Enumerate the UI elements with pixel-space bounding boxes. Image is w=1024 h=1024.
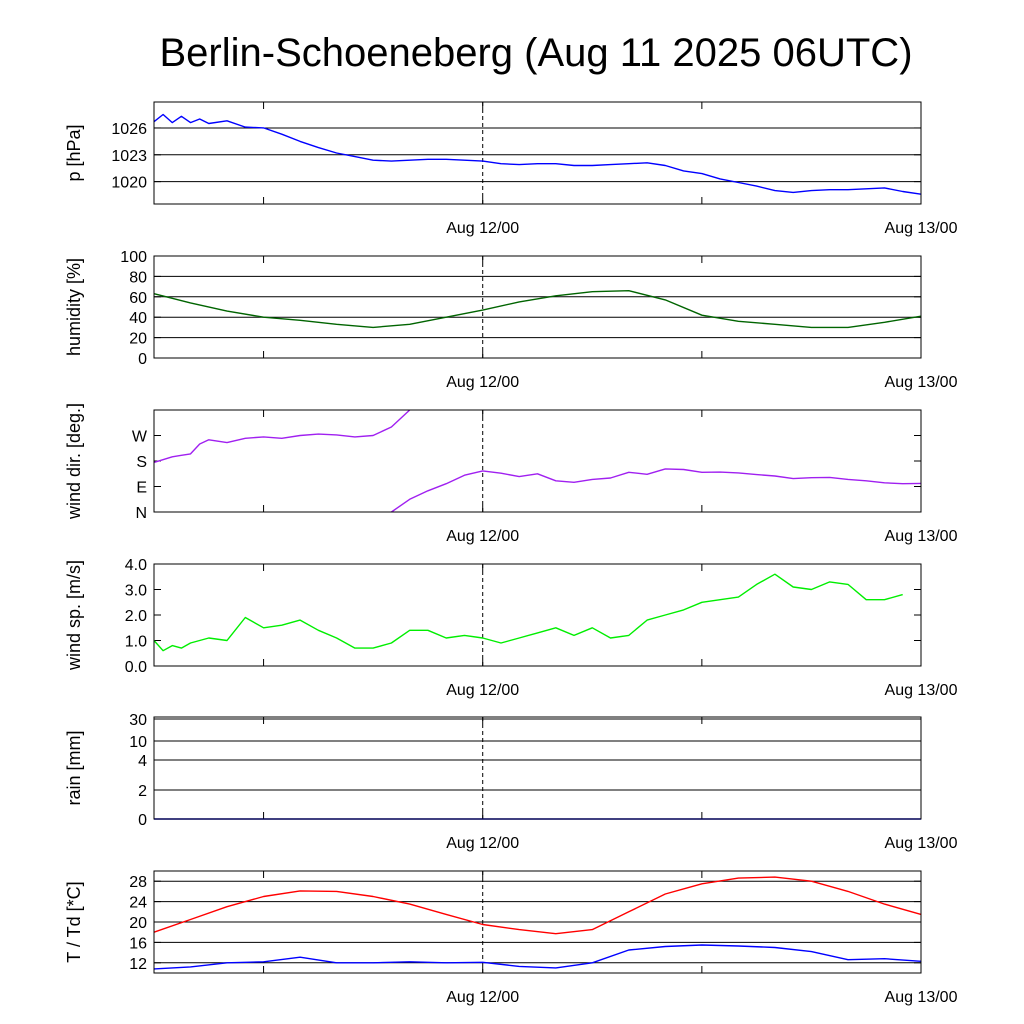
- panel-frame: [153, 870, 922, 974]
- y-axis-label: wind dir. [deg.]: [64, 403, 84, 520]
- x-tick-label: Aug 13/00: [885, 989, 958, 1006]
- y-tick-label: 12: [129, 956, 147, 973]
- y-tick-label: 100: [120, 249, 147, 266]
- y-tick-label: 3.0: [125, 583, 147, 600]
- x-tick-label: Aug 12/00: [446, 528, 519, 545]
- y-axis-label: rain [mm]: [64, 730, 84, 805]
- y-axis-label: humidity [%]: [64, 258, 84, 356]
- y-axis-label: p [hPa]: [64, 124, 84, 181]
- series-line: [391, 468, 922, 513]
- y-tick-label: 0: [138, 351, 147, 368]
- panel-frame: [153, 563, 922, 667]
- y-tick-label: 1.0: [125, 634, 147, 651]
- x-tick-label: Aug 12/00: [446, 220, 519, 237]
- y-tick-label: 40: [129, 310, 147, 327]
- x-tick-label: Aug 13/00: [885, 835, 958, 852]
- y-tick-label: 1026: [111, 121, 147, 138]
- y-tick-label: 20: [129, 915, 147, 932]
- y-axis-label: T / Td [*C]: [64, 881, 84, 962]
- x-tick-label: Aug 12/00: [446, 682, 519, 699]
- y-tick-label: W: [132, 429, 148, 446]
- series-line: [153, 113, 922, 195]
- y-tick-label: N: [135, 505, 147, 522]
- x-tick-label: Aug 12/00: [446, 374, 519, 391]
- series-line: [153, 290, 922, 329]
- x-tick-label: Aug 13/00: [885, 528, 958, 545]
- y-tick-label: 0: [138, 812, 147, 829]
- y-tick-label: 20: [129, 331, 147, 348]
- y-tick-label: S: [136, 454, 147, 471]
- y-axis-label: wind sp. [m/s]: [64, 560, 84, 671]
- y-tick-label: 2.0: [125, 608, 147, 625]
- panel-frame: [153, 101, 922, 205]
- y-tick-label: 2: [138, 783, 147, 800]
- y-tick-label: 16: [129, 935, 147, 952]
- series-line: [153, 944, 922, 970]
- series-line: [153, 409, 411, 464]
- y-tick-label: E: [136, 480, 147, 497]
- panel-frame: [153, 409, 922, 513]
- panel-frame: [153, 716, 922, 820]
- y-tick-label: 1023: [111, 148, 147, 165]
- x-tick-label: Aug 12/00: [446, 989, 519, 1006]
- y-tick-label: 1020: [111, 175, 147, 192]
- x-tick-label: Aug 13/00: [885, 682, 958, 699]
- y-tick-label: 4.0: [125, 557, 147, 574]
- y-tick-label: 28: [129, 874, 147, 891]
- y-tick-label: 10: [129, 734, 147, 751]
- x-tick-label: Aug 13/00: [885, 374, 958, 391]
- series-line: [153, 573, 903, 652]
- y-tick-label: 80: [129, 269, 147, 286]
- y-tick-label: 60: [129, 290, 147, 307]
- chart-title: Berlin-Schoeneberg (Aug 11 2025 06UTC): [159, 31, 912, 75]
- y-tick-label: 24: [129, 895, 147, 912]
- y-tick-label: 30: [129, 712, 147, 729]
- panel-frame: [153, 255, 922, 359]
- series-line: [153, 876, 922, 935]
- x-tick-label: Aug 13/00: [885, 220, 958, 237]
- x-tick-label: Aug 12/00: [446, 835, 519, 852]
- y-tick-label: 4: [138, 753, 147, 770]
- y-tick-label: 0.0: [125, 659, 147, 676]
